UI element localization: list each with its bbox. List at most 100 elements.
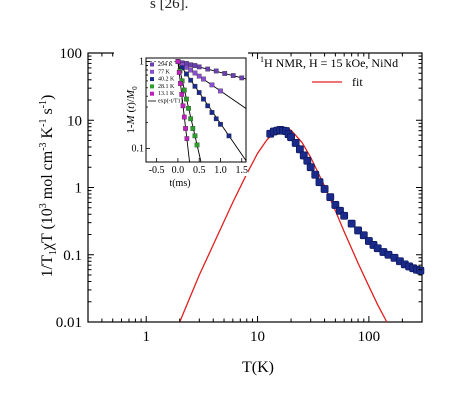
inset-data-point [196, 73, 202, 79]
main-legend: 1H NMR, H = 15 kOe, NiNd fit [260, 55, 398, 89]
inset-legend-label: 13.1 K [158, 91, 175, 97]
inset-data-point [213, 68, 219, 74]
inset-legend-label: 294 K [158, 62, 174, 68]
data-point [326, 193, 335, 201]
inset-data-point [181, 87, 187, 93]
inset-data-point [218, 88, 223, 94]
inset-chart: -0.5 0.0 0.5 1.0 1.5 0.1 1 294 K77 K 40.2 K28.1… [114, 50, 248, 189]
inset-data-point [205, 66, 211, 72]
inset-data-point [184, 71, 189, 77]
legend-entry-fit: fit [352, 75, 363, 89]
y-axis-title: 1/T1χT (103 mol cm-3 K-1 s-1) [38, 95, 59, 278]
inset-legend-label: 40.2 K [158, 77, 175, 83]
inset-data-point [188, 67, 194, 73]
data-point [354, 226, 362, 235]
inset-ticks: -0.5 0.0 0.5 1.0 1.5 0.1 1 [132, 57, 248, 176]
data-point [331, 201, 340, 209]
inset-data-point [179, 92, 185, 97]
inset-data-point [239, 75, 245, 81]
inset-data-point [188, 62, 194, 68]
y-tick-label: 0.1 [63, 248, 82, 264]
inset-data-point [194, 142, 200, 148]
inset-y-tick-label: 0.1 [132, 144, 145, 155]
data-point [303, 156, 312, 165]
inset-legend-label: 28.1 K [158, 84, 175, 90]
x-axis-title: T(K) [242, 359, 274, 376]
inset-data-point [192, 70, 198, 76]
inset-border [145, 57, 247, 163]
inset-data-point [181, 114, 187, 120]
inset-data-points [175, 59, 245, 148]
inset-legend-label: exp(-t/T1) [158, 98, 183, 105]
data-point [320, 185, 329, 193]
inset-data-point [196, 64, 202, 70]
legend-entry-nmr: 1H NMR, H = 15 kOe, NiNd [260, 55, 398, 70]
data-point [416, 266, 425, 275]
data-point [315, 178, 324, 187]
inset-data-point [192, 63, 198, 68]
inset-data-point [205, 103, 211, 109]
inset-x-tick-label: -0.5 [149, 165, 165, 176]
page-text-fragment: s [26]. [150, 0, 189, 12]
inset-x-tick-label: 0.5 [193, 165, 206, 176]
inset-data-point [190, 126, 196, 131]
inset-legend-marker [150, 62, 154, 67]
inset-data-point [209, 110, 215, 115]
inset-x-tick-label: 1.5 [235, 165, 248, 176]
legend-nmr-sup: 1 [260, 55, 264, 64]
inset-data-point [178, 81, 183, 86]
nmr-data-points [266, 125, 425, 275]
inset-data-point [209, 82, 215, 88]
y-tick-label: 100 [60, 46, 83, 62]
inset-x-axis-title: t(ms) [169, 178, 190, 189]
inset-data-point [201, 76, 206, 82]
data-point [291, 139, 300, 147]
inset-data-point [188, 116, 194, 122]
inset-y-tick-label: 1 [139, 57, 144, 68]
inset-data-point [183, 126, 188, 131]
inset-legend-marker [150, 84, 154, 89]
inset-legend-marker [150, 77, 154, 82]
inset-data-point [184, 96, 189, 102]
inset-data-point [184, 136, 190, 141]
data-point [340, 211, 349, 220]
inset-legend-marker [150, 91, 154, 96]
data-point [359, 231, 368, 240]
inset-x-tick-label: 1.0 [214, 165, 227, 176]
inset-data-point [201, 96, 206, 102]
x-tick-label: 100 [358, 329, 381, 345]
y-tick-label: 0.01 [56, 315, 82, 331]
inset-data-point [196, 90, 202, 95]
inset-fit-line [177, 61, 191, 163]
inset-data-point [226, 133, 232, 139]
inset-x-tick-label: 0.0 [172, 165, 185, 176]
inset-plot-frame [145, 57, 247, 163]
inset-data-point [186, 105, 191, 111]
inset-data-point [175, 59, 181, 64]
data-point [306, 163, 315, 172]
data-point [287, 133, 295, 142]
inset-data-point [192, 83, 198, 89]
data-point [311, 170, 320, 179]
y-tick-label: 10 [67, 113, 82, 129]
inset-data-point [218, 121, 223, 127]
legend-nmr-label: H NMR, H = 15 kOe, NiNd [264, 56, 398, 70]
inset-data-point [230, 73, 236, 78]
x-tick-label: 10 [250, 329, 265, 345]
inset-data-point [176, 70, 182, 75]
inset-legend-marker [150, 69, 154, 74]
inset-legend-label: 77 K [158, 69, 171, 75]
inset-data-point [192, 133, 198, 139]
inset-data-point [222, 71, 228, 76]
inset-data-point [184, 64, 189, 70]
inset-y-axis-title: 1-M (t)/M0 [125, 86, 139, 134]
inset-data-point [180, 103, 186, 109]
inset-data-point [188, 77, 194, 83]
x-tick-label: 1 [142, 329, 150, 345]
inset-data-point [213, 116, 219, 122]
data-point [347, 219, 356, 228]
y-tick-label: 1 [75, 181, 83, 197]
